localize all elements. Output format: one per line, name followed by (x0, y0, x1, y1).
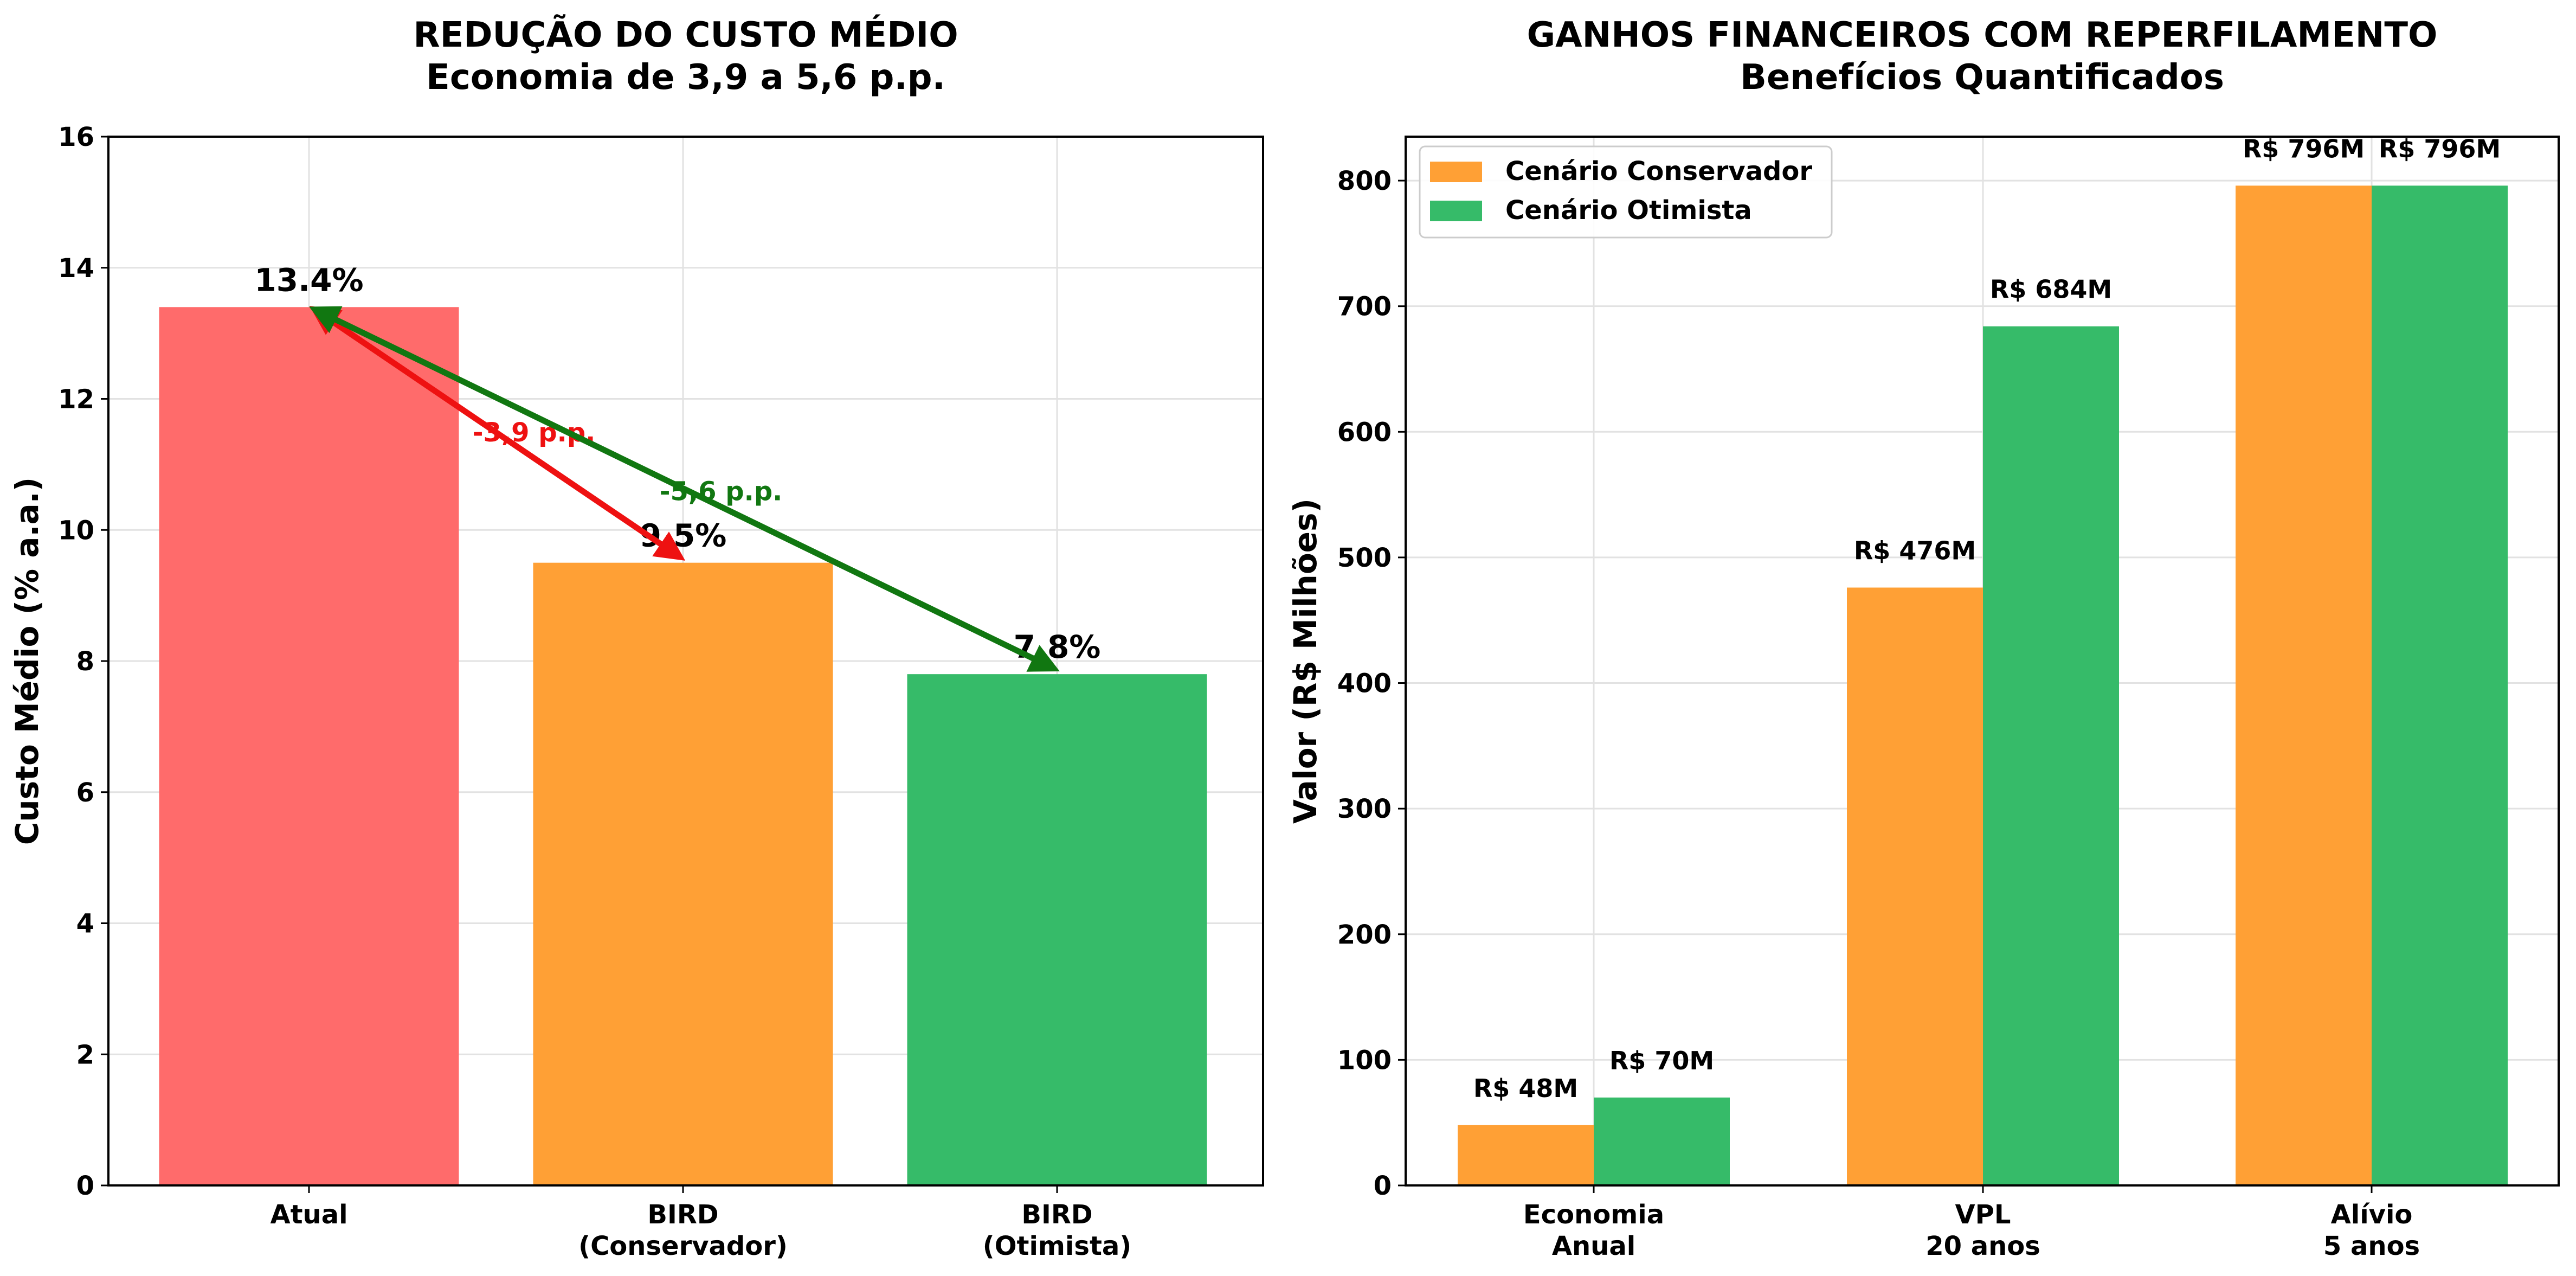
bar-value-label: R$ 684M (1990, 275, 2112, 304)
x-tick-label: (Otimista) (983, 1231, 1131, 1261)
bar-conservador-2 (1847, 587, 1983, 1185)
y-tick-label: 4 (76, 909, 94, 939)
chart-title-line-1: REDUÇÃO DO CUSTO MÉDIO (413, 14, 958, 55)
bar-conservador-3 (2236, 185, 2372, 1185)
legend-label: Cenário Otimista (1505, 195, 1752, 226)
y-tick-label: 400 (1337, 669, 1392, 699)
bar-2 (533, 562, 833, 1185)
chart-title-line-2: Economia de 3,9 a 5,6 p.p. (426, 57, 945, 98)
y-tick-label: 100 (1337, 1045, 1392, 1075)
bar-conservador-1 (1458, 1125, 1594, 1185)
x-tick-label: 5 anos (2323, 1231, 2420, 1261)
y-tick-label: 16 (58, 122, 94, 152)
x-tick-label: 20 anos (1925, 1231, 2040, 1261)
legend-swatch (1430, 201, 1482, 221)
y-tick-label: 6 (76, 778, 94, 808)
bar-value-label: R$ 476M (1854, 536, 1976, 566)
bar-3 (907, 674, 1207, 1185)
y-tick-label: 200 (1337, 920, 1392, 950)
bar-value-label: R$ 796M (2379, 134, 2501, 163)
y-tick-label: 300 (1337, 794, 1392, 824)
bar-1 (159, 307, 459, 1185)
y-axis-label: Valor (R$ Milhões) (1287, 498, 1324, 824)
y-axis-label: Custo Médio (% a.a.) (9, 477, 46, 845)
axes-frame (1405, 136, 2560, 1187)
y-tick-label: 14 (58, 253, 94, 284)
bar-otimista-1 (1594, 1097, 1730, 1185)
x-tick-label: BIRD (647, 1200, 718, 1230)
annotation-label-2: -5,6 p.p. (660, 477, 783, 507)
y-tick-label: 800 (1337, 166, 1392, 196)
bar-value-label-1: 13.4% (254, 261, 363, 298)
x-tick-label: VPL (1955, 1200, 2011, 1230)
bar-value-label: R$ 48M (1473, 1074, 1578, 1103)
y-tick-label: 2 (76, 1040, 94, 1070)
bar-value-label: R$ 70M (1609, 1046, 1714, 1075)
y-tick-label: 0 (1374, 1171, 1392, 1201)
bar-otimista-3 (2372, 185, 2508, 1185)
y-tick-label: 0 (76, 1171, 94, 1201)
y-tick-label: 600 (1337, 417, 1392, 447)
legend-label: Cenário Conservador (1505, 156, 1812, 187)
legend-swatch (1430, 162, 1482, 182)
x-tick-label: BIRD (1021, 1200, 1092, 1230)
legend: Cenário Conservador Cenário Otimista (1419, 145, 1833, 239)
chart-title-line-1: GANHOS FINANCEIROS COM REPERFILAMENTO (1527, 15, 2438, 55)
chart-title-line-2: Benefícios Quantificados (1740, 57, 2224, 98)
chart-panel-2: GANHOS FINANCEIROS COM REPERFILAMENTOBen… (1287, 15, 2560, 1261)
bar-value-label-3: 7.8% (1014, 629, 1101, 665)
y-tick-label: 8 (76, 646, 94, 677)
bar-value-label: R$ 796M (2243, 134, 2365, 163)
x-tick-label: Economia (1523, 1200, 1664, 1230)
bar-otimista-2 (1983, 326, 2119, 1185)
x-tick-label: Atual (270, 1200, 347, 1230)
annotation-label-1: -3,9 p.p. (473, 418, 596, 448)
x-tick-label: Anual (1552, 1231, 1635, 1261)
x-tick-label: (Conservador) (578, 1231, 788, 1261)
annotation-arrow-2 (309, 306, 1060, 672)
legend-box (1419, 145, 1833, 239)
x-tick-label: Alívio (2331, 1200, 2413, 1230)
y-tick-label: 12 (58, 384, 94, 415)
axes-frame (107, 136, 1264, 1187)
y-tick-label: 10 (58, 515, 94, 546)
y-tick-label: 700 (1337, 292, 1392, 322)
y-tick-label: 500 (1337, 543, 1392, 573)
